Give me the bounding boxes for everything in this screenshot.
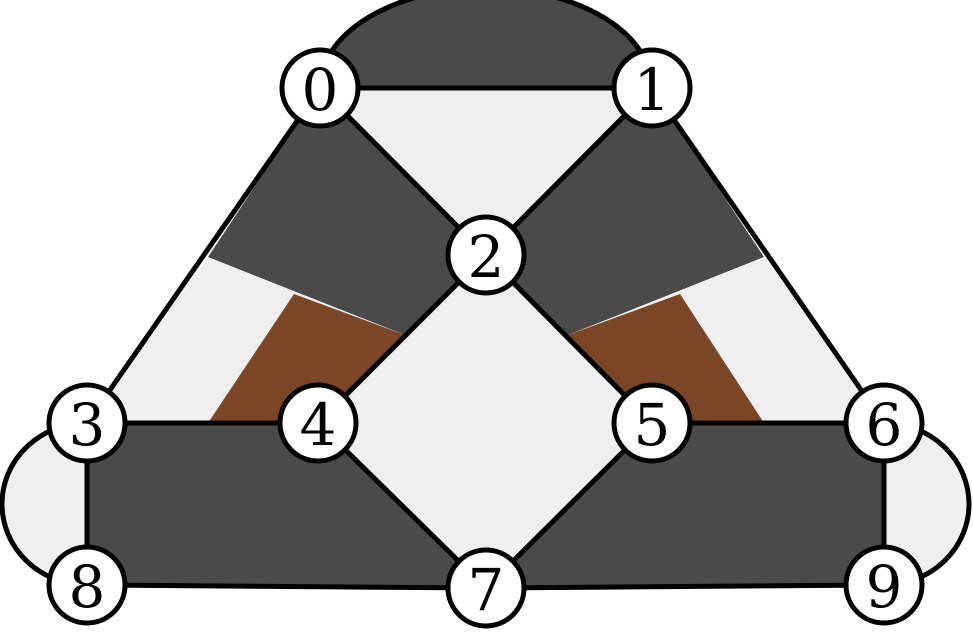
region-left-brown [208, 294, 405, 423]
node-5: 5 [611, 382, 693, 464]
region-bottom-left-dark [87, 423, 486, 588]
region-bottom-right-dark [486, 423, 884, 588]
node-6: 6 [843, 382, 925, 464]
node-label: 7 [468, 556, 505, 624]
region-right-arc [884, 423, 969, 585]
region-top-arc [320, 0, 652, 88]
node-circle [279, 47, 361, 129]
node-label: 2 [468, 223, 505, 291]
region-left-upper-dark [208, 88, 486, 335]
node-circle [843, 544, 925, 626]
graph-nodes: 0 1 2 3 4 5 6 7 8 9 [46, 47, 925, 629]
node-circle [611, 382, 693, 464]
region-right-upper-dark [486, 88, 764, 335]
node-circle [277, 382, 359, 464]
node-circle [611, 47, 693, 129]
node-9: 9 [843, 544, 925, 626]
node-2: 2 [445, 214, 527, 296]
node-4: 4 [277, 382, 359, 464]
region-left-arc [2, 423, 87, 585]
node-label: 3 [69, 391, 106, 459]
node-7: 7 [445, 547, 527, 629]
node-circle [843, 382, 925, 464]
edge-0-1-arc [317, 0, 655, 91]
node-label: 0 [302, 56, 339, 124]
node-label: 8 [69, 553, 106, 621]
node-circle [46, 544, 128, 626]
edge-8-7 [84, 582, 489, 591]
node-1: 1 [611, 47, 693, 129]
edge-7-9 [483, 582, 887, 591]
face-regions [2, 0, 969, 588]
region-top-triangle [320, 88, 652, 255]
node-label: 1 [634, 56, 671, 124]
node-0: 0 [279, 47, 361, 129]
node-8: 8 [46, 544, 128, 626]
node-circle [46, 382, 128, 464]
node-circle [445, 547, 527, 629]
node-circle [445, 214, 527, 296]
node-label: 6 [866, 391, 903, 459]
node-3: 3 [46, 382, 128, 464]
region-right-brown [568, 294, 764, 423]
node-label: 4 [300, 391, 337, 459]
node-label: 5 [634, 391, 671, 459]
edge-1-6 [649, 85, 887, 426]
edge-0-3 [84, 85, 323, 426]
node-label: 9 [866, 553, 903, 621]
